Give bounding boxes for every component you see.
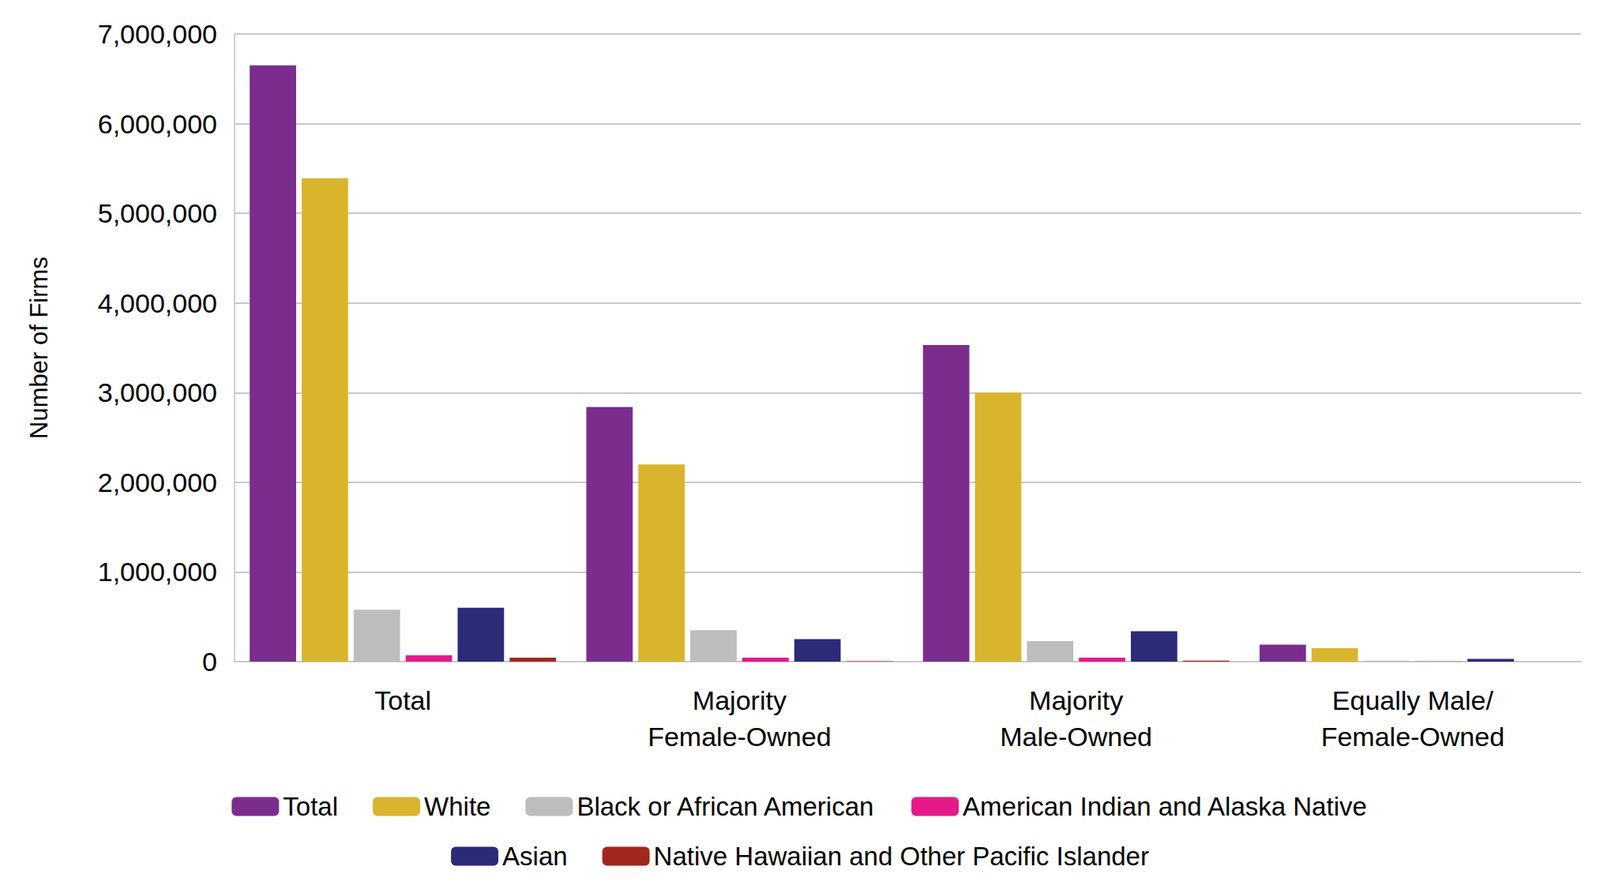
svg-text:Female-Owned: Female-Owned [1321,721,1505,752]
svg-text:1,000,000: 1,000,000 [97,556,218,587]
svg-text:Asian: Asian [502,841,568,872]
svg-text:Majority: Majority [692,685,787,716]
svg-text:Total: Total [282,792,339,822]
svg-text:Equally Male/: Equally Male/ [1332,685,1495,716]
svg-text:5,000,000: 5,000,000 [97,198,218,229]
svg-text:2,000,000: 2,000,000 [97,467,218,498]
svg-text:Number of Firms: Number of Firms [25,256,53,440]
svg-text:Native Hawaiian and Other Paci: Native Hawaiian and Other Pacific Island… [653,841,1150,872]
svg-text:Total: Total [374,685,432,716]
svg-text:Female-Owned: Female-Owned [647,721,831,752]
svg-text:Black or African American: Black or African American [576,792,874,822]
svg-text:6,000,000: 6,000,000 [97,108,218,139]
svg-text:7,000,000: 7,000,000 [97,18,218,49]
svg-text:4,000,000: 4,000,000 [97,288,218,319]
svg-text:American Indian and Alaska Nat: American Indian and Alaska Native [962,792,1368,822]
svg-text:Male-Owned: Male-Owned [999,721,1153,752]
svg-text:3,000,000: 3,000,000 [97,377,218,408]
svg-text:White: White [424,792,491,822]
svg-text:Majority: Majority [1029,685,1124,716]
svg-text:0: 0 [202,646,218,677]
